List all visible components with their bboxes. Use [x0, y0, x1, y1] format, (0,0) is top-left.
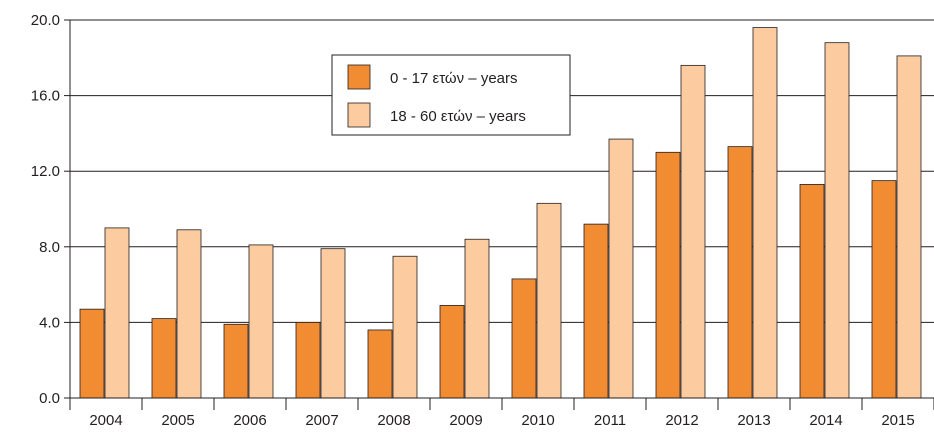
bars	[79, 27, 922, 399]
x-tick-label: 2011	[594, 412, 626, 429]
legend-swatch	[347, 102, 371, 128]
bar-age-18-60-2014	[824, 42, 850, 399]
x-tick-label: 2008	[377, 412, 410, 429]
gridlines	[70, 19, 934, 323]
bar-age-18-60-2011	[608, 138, 634, 399]
x-tick-label: 2007	[305, 412, 338, 429]
y-tick-label: 8.0	[39, 239, 60, 256]
x-tick-label: 2006	[233, 412, 266, 429]
legend-label: 18 - 60 ετών – years	[390, 108, 526, 125]
y-tick-label: 16.0	[31, 88, 60, 105]
legend-label: 0 - 17 ετών – years	[390, 70, 518, 87]
x-tick-label: 2010	[521, 412, 554, 429]
bar-age-0-17-2007	[295, 321, 321, 399]
bar-age-0-17-2009	[439, 304, 465, 399]
bar-age-18-60-2015	[896, 55, 922, 399]
x-tick-label: 2014	[809, 412, 842, 429]
bar-age-18-60-2007	[320, 248, 346, 399]
bar-age-0-17-2004	[79, 308, 105, 399]
bar-age-18-60-2010	[536, 202, 562, 399]
bar-age-18-60-2009	[464, 238, 490, 399]
y-tick-label: 12.0	[31, 163, 60, 180]
bar-age-0-17-2005	[151, 318, 177, 399]
axes: 0.0 4.0 8.0 12.0 16.0 20.0 2004 2005 2006 2007 200…	[31, 12, 934, 429]
bar-age-18-60-2005	[176, 229, 202, 399]
x-tick-label: 2009	[449, 412, 482, 429]
bar-age-0-17-2011	[583, 223, 609, 399]
y-tick-label: 20.0	[31, 12, 60, 29]
x-tick-label: 2004	[89, 412, 122, 429]
bar-age-18-60-2006	[248, 244, 274, 399]
legend-box	[331, 54, 571, 136]
y-tick-label: 0.0	[39, 390, 60, 407]
bar-age-0-17-2008	[367, 329, 393, 399]
bar-age-0-17-2013	[727, 146, 753, 399]
bar-age-0-17-2006	[223, 323, 249, 399]
bar-age-18-60-2008	[392, 255, 418, 399]
bar-age-18-60-2013	[752, 27, 778, 399]
bar-age-18-60-2012	[680, 64, 706, 399]
legend: 0 - 17 ετών – years 18 - 60 ετών – years	[331, 54, 571, 136]
bar-age-0-17-2015	[871, 180, 897, 399]
bar-age-0-17-2010	[511, 278, 537, 399]
bar-age-0-17-2012	[655, 151, 681, 399]
bar-age-0-17-2014	[799, 184, 825, 399]
x-tick-label: 2012	[665, 412, 698, 429]
x-tick-label: 2013	[737, 412, 770, 429]
x-tick-label: 2015	[881, 412, 914, 429]
legend-swatch	[347, 64, 371, 90]
y-tick-label: 4.0	[39, 314, 60, 331]
bar-age-18-60-2004	[104, 227, 130, 399]
x-tick-label: 2005	[161, 412, 194, 429]
